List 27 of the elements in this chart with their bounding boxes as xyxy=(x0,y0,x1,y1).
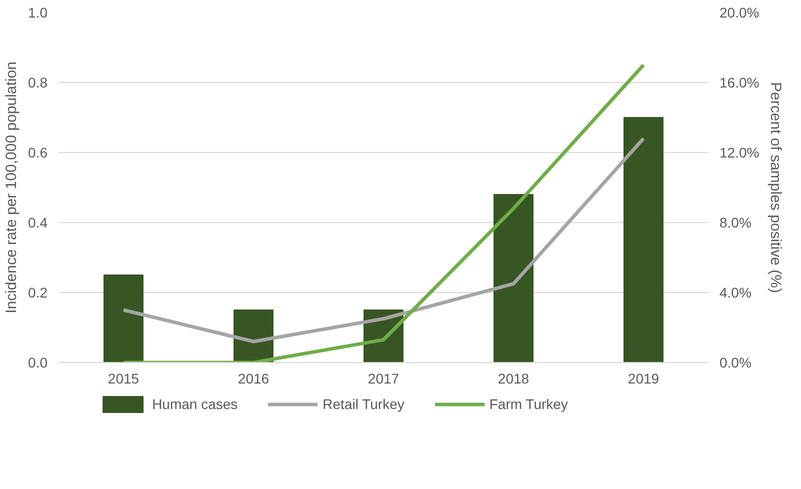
x-tick-label: 2017 xyxy=(368,370,400,386)
y2-tick-label: 0.0% xyxy=(720,354,752,370)
y-tick-label: 0.2 xyxy=(28,284,48,300)
bar xyxy=(494,194,534,362)
x-tick-label: 2018 xyxy=(498,370,530,386)
line-series xyxy=(122,63,646,362)
x-tick-label: 2019 xyxy=(628,370,660,386)
legend-label: Retail Turkey xyxy=(322,396,404,412)
x-tick-label: 2016 xyxy=(238,370,270,386)
y-tick-label: 1.0 xyxy=(28,4,48,20)
y2-tick-label: 12.0% xyxy=(720,144,760,160)
y-tick-label: 0.0 xyxy=(28,354,48,370)
y-axis-title: Incidence rate per 100,000 population xyxy=(3,62,20,314)
bar xyxy=(104,274,144,362)
y2-axis-title: Percent of samples positive (%) xyxy=(767,82,784,293)
bar xyxy=(624,117,664,362)
legend-label: Farm Turkey xyxy=(489,396,568,412)
y2-tick-label: 4.0% xyxy=(720,284,752,300)
y-tick-label: 0.6 xyxy=(28,144,48,160)
y2-tick-label: 8.0% xyxy=(720,214,752,230)
line-series xyxy=(122,136,646,344)
y2-tick-label: 20.0% xyxy=(720,4,760,20)
legend-label: Human cases xyxy=(152,396,238,412)
x-tick-label: 2015 xyxy=(108,370,140,386)
y-tick-label: 0.8 xyxy=(28,74,48,90)
y2-tick-label: 16.0% xyxy=(720,74,760,90)
y-tick-label: 0.4 xyxy=(28,214,48,230)
